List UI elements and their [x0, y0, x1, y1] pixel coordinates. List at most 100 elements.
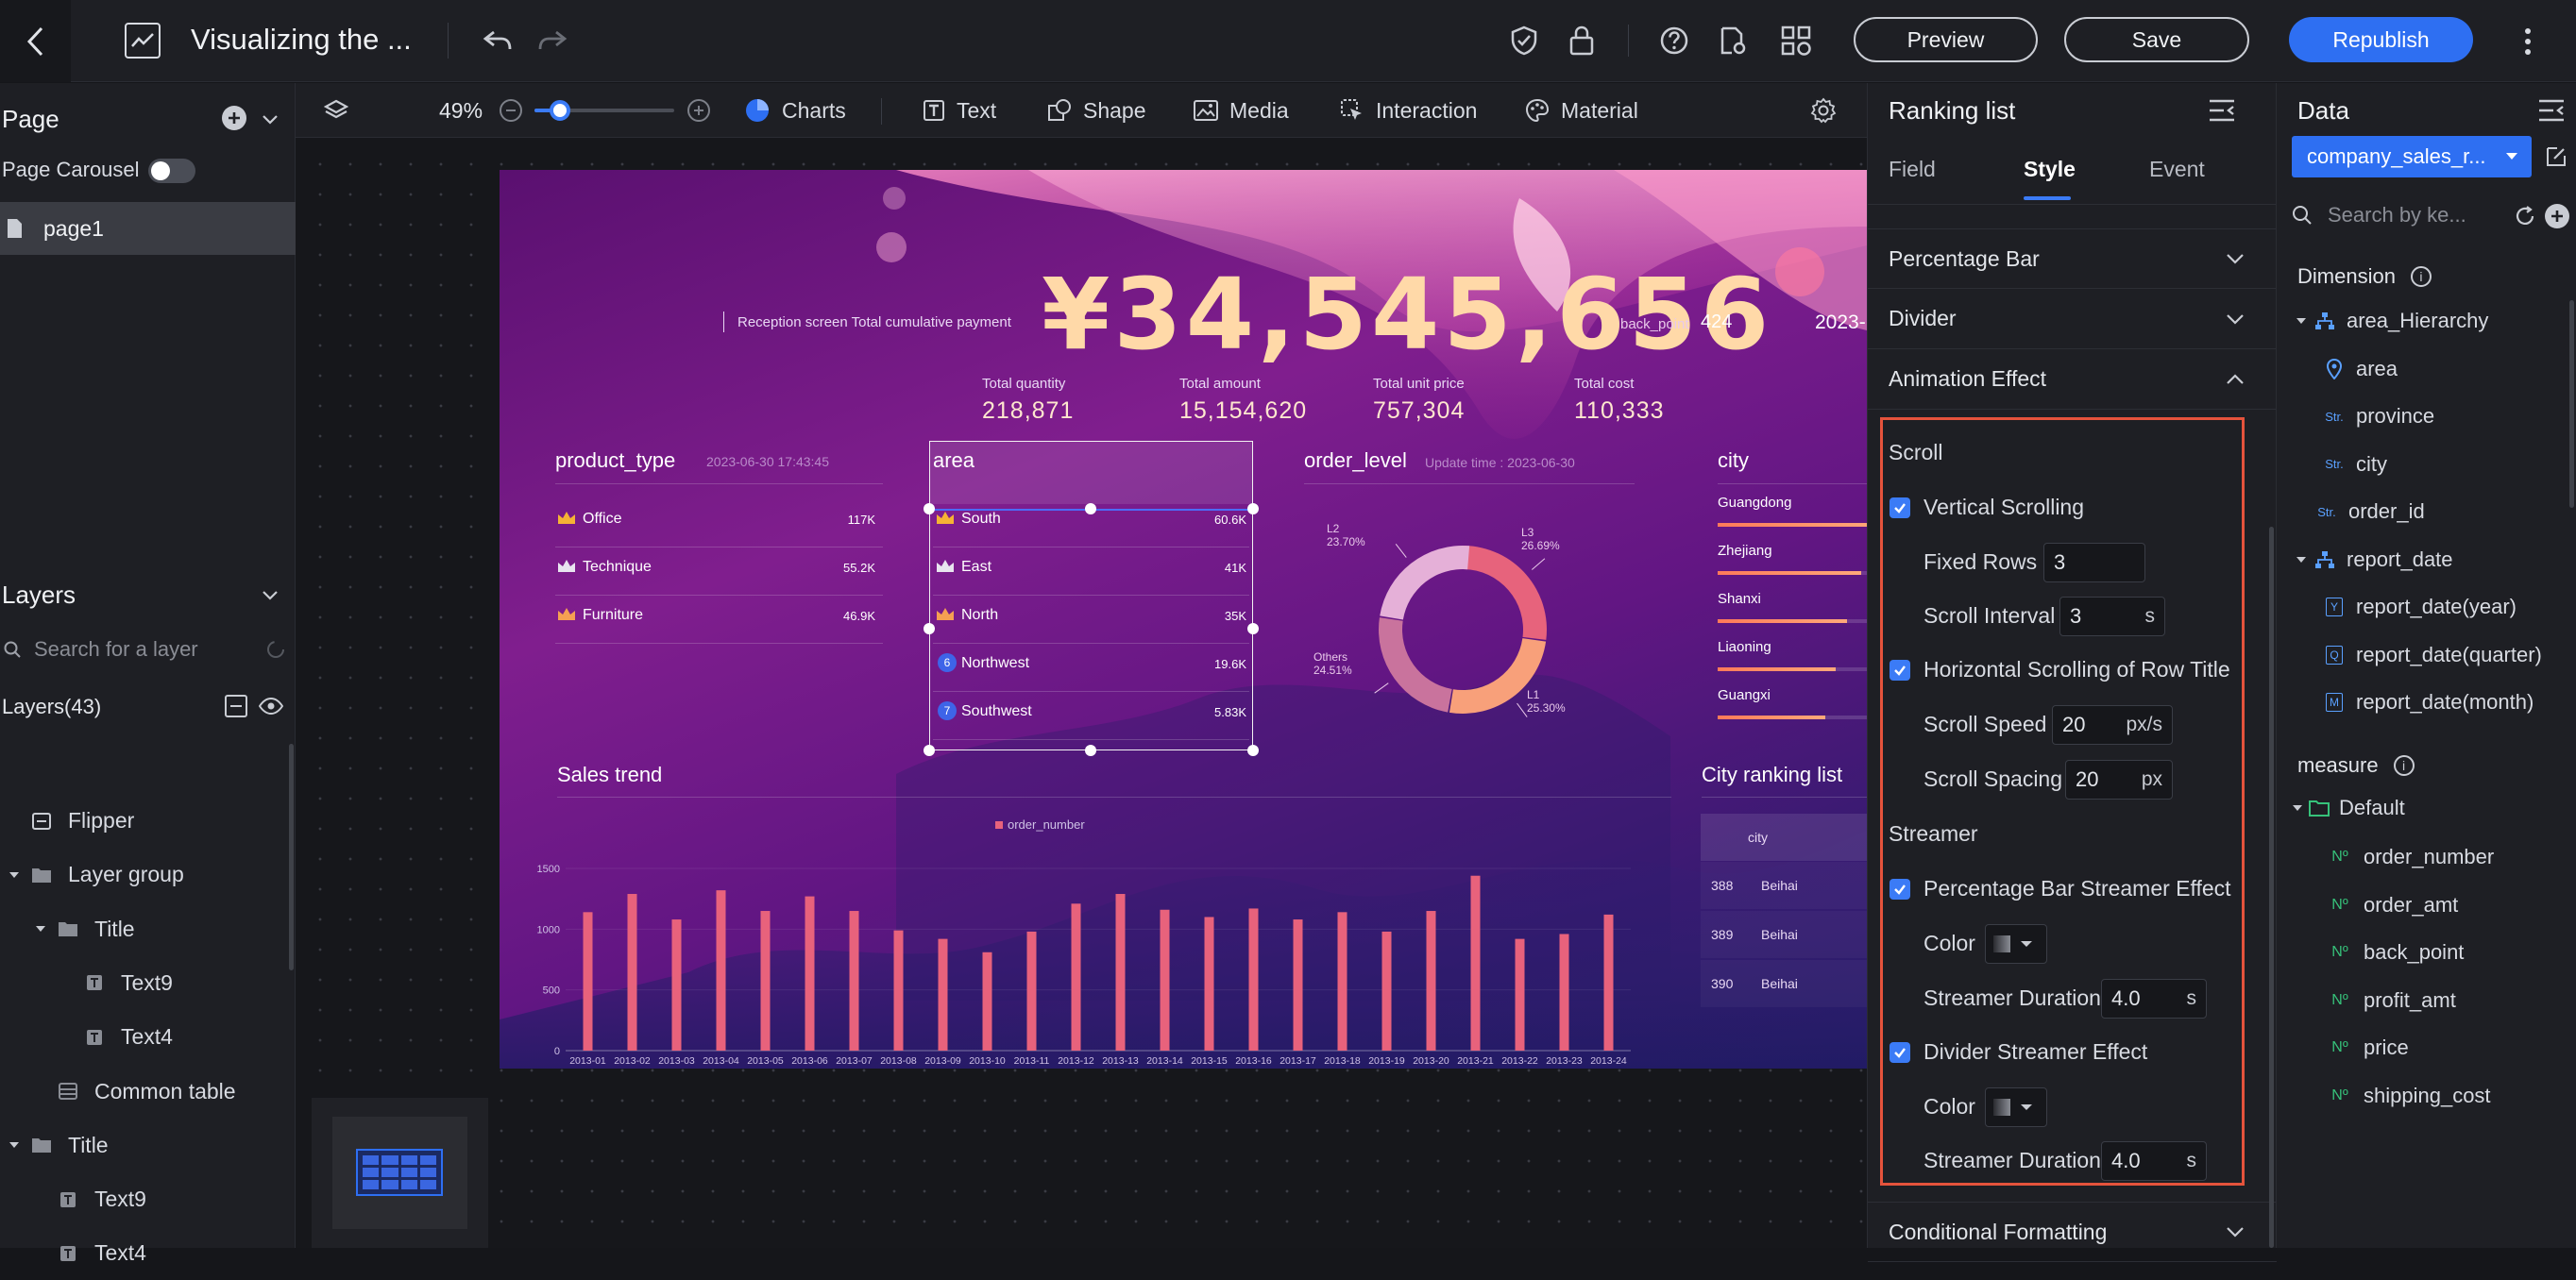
bar[interactable]: [1337, 912, 1347, 1051]
more-menu-icon[interactable]: [2514, 23, 2542, 60]
page-collapse-chevron-icon[interactable]: [259, 108, 281, 130]
field-search[interactable]: Search by ke...: [2292, 196, 2509, 234]
bar[interactable]: [1071, 903, 1081, 1051]
layer-item[interactable]: Text9: [0, 956, 296, 1010]
tree-caret-icon[interactable]: [2296, 556, 2307, 564]
donut-slice[interactable]: [1449, 638, 1547, 714]
layer-item[interactable]: Text4: [0, 1226, 296, 1280]
component-grid-icon[interactable]: [1778, 23, 1814, 59]
style-panel-scrollbar[interactable]: [2269, 527, 2274, 1248]
measure-field[interactable]: Nº price: [2330, 1029, 2408, 1067]
divider-streamer-checkbox[interactable]: Divider Streamer Effect: [1890, 1039, 2147, 1065]
bar[interactable]: [1559, 934, 1569, 1051]
republish-button[interactable]: Republish: [2289, 17, 2473, 62]
measure-field[interactable]: Nº order_number: [2330, 838, 2494, 876]
layer-item[interactable]: Title: [0, 902, 296, 956]
dimension-field[interactable]: Str. province: [2322, 397, 2434, 435]
dimension-field[interactable]: Str. order_id: [2314, 493, 2424, 531]
tree-caret-icon[interactable]: [6, 871, 23, 879]
measure-field[interactable]: Nº back_point: [2330, 934, 2464, 971]
divider-streamer-color-picker[interactable]: [1985, 1087, 2047, 1127]
bar[interactable]: [1426, 911, 1436, 1051]
bar[interactable]: [849, 911, 859, 1051]
help-icon[interactable]: [1656, 23, 1692, 59]
tree-caret-icon[interactable]: [32, 925, 49, 933]
percentage-streamer-color-picker[interactable]: [1985, 924, 2047, 964]
bar[interactable]: [1470, 875, 1481, 1051]
bar[interactable]: [1293, 919, 1303, 1051]
bar[interactable]: [805, 896, 815, 1051]
tab-field[interactable]: Field: [1889, 157, 1936, 181]
canvas-settings-icon[interactable]: [1809, 96, 1838, 125]
tool-media[interactable]: Media: [1194, 83, 1289, 138]
measure-field[interactable]: Nº profit_amt: [2330, 982, 2456, 1019]
field-search-input[interactable]: Search by ke...: [2328, 203, 2466, 227]
layer-item[interactable]: Text9: [0, 1172, 296, 1226]
panel-collapse-icon[interactable]: [2206, 94, 2238, 126]
undo-icon[interactable]: [478, 23, 517, 59]
dimension-field[interactable]: area: [2322, 350, 2398, 388]
section-animation-effect[interactable]: Animation Effect: [1868, 349, 2277, 410]
bar[interactable]: [1515, 938, 1525, 1051]
resize-handle[interactable]: [1085, 503, 1096, 514]
add-page-icon[interactable]: [222, 106, 246, 130]
measure-field[interactable]: Nº order_amt: [2330, 886, 2458, 924]
resize-handle[interactable]: [1247, 745, 1259, 756]
resize-handle[interactable]: [1247, 623, 1259, 634]
dashboard-title[interactable]: Visualizing the ...: [191, 23, 412, 56]
bar[interactable]: [938, 938, 948, 1051]
visibility-eye-icon[interactable]: [259, 695, 283, 717]
percentage-streamer-duration-input[interactable]: 4.0 s: [2101, 979, 2207, 1019]
tree-caret-icon[interactable]: [2296, 317, 2307, 325]
tool-shape[interactable]: Shape: [1047, 83, 1146, 138]
scroll-speed-input[interactable]: 20 px/s: [2052, 705, 2173, 745]
tab-event[interactable]: Event: [2149, 157, 2205, 181]
page-item-page1[interactable]: page1: [0, 202, 296, 255]
layer-search[interactable]: Search for a layer: [0, 629, 285, 670]
tool-charts[interactable]: Charts: [744, 83, 846, 138]
section-divider[interactable]: Divider: [1868, 289, 2277, 349]
zoom-slider-thumb[interactable]: [549, 100, 570, 121]
tree-caret-icon[interactable]: [6, 1141, 23, 1149]
resize-handle[interactable]: [924, 503, 935, 514]
bar[interactable]: [716, 890, 726, 1051]
measure-folder-default[interactable]: Default: [2292, 789, 2405, 827]
donut-slice[interactable]: [1380, 546, 1470, 620]
resize-handle[interactable]: [1085, 745, 1096, 756]
layer-search-input[interactable]: Search for a layer: [34, 637, 198, 661]
shield-check-icon[interactable]: [1506, 23, 1542, 59]
bar[interactable]: [1603, 914, 1614, 1051]
bar[interactable]: [627, 894, 637, 1051]
dimension-field[interactable]: report_date: [2296, 541, 2453, 579]
bar[interactable]: [583, 912, 593, 1051]
tool-material[interactable]: Material: [1525, 83, 1638, 138]
dataset-select[interactable]: company_sales_r...: [2292, 136, 2532, 177]
bar[interactable]: [1160, 909, 1170, 1051]
vertical-scrolling-checkbox[interactable]: Vertical Scrolling: [1890, 495, 2084, 520]
resize-handle[interactable]: [924, 745, 935, 756]
edit-dataset-icon[interactable]: [2543, 143, 2569, 170]
section-conditional-formatting[interactable]: Conditional Formatting: [1868, 1202, 2277, 1262]
section-percentage-bar[interactable]: Percentage Bar: [1868, 228, 2277, 289]
bar[interactable]: [1204, 917, 1214, 1051]
bar[interactable]: [893, 930, 904, 1051]
dimension-field[interactable]: area_Hierarchy: [2296, 302, 2488, 340]
page-carousel-toggle[interactable]: [148, 159, 195, 183]
resize-handle[interactable]: [924, 623, 935, 634]
zoom-out-icon[interactable]: [500, 99, 522, 122]
zoom-in-icon[interactable]: [687, 99, 710, 122]
collapse-all-icon[interactable]: [225, 695, 247, 717]
bar[interactable]: [1381, 931, 1392, 1051]
bar[interactable]: [760, 911, 771, 1051]
percentage-bar-streamer-checkbox[interactable]: Percentage Bar Streamer Effect: [1890, 876, 2231, 901]
layer-list-scrollbar[interactable]: [289, 744, 294, 970]
sales-trend-bar-chart[interactable]: order_number 0 500 1000 1500 2013-01 2013-02 20…: [537, 802, 1652, 1067]
back-arrow-icon[interactable]: [0, 0, 71, 82]
tab-style[interactable]: Style: [2024, 157, 2076, 181]
layer-item[interactable]: Flipper: [0, 794, 296, 848]
layers-collapse-chevron-icon[interactable]: [259, 583, 281, 606]
